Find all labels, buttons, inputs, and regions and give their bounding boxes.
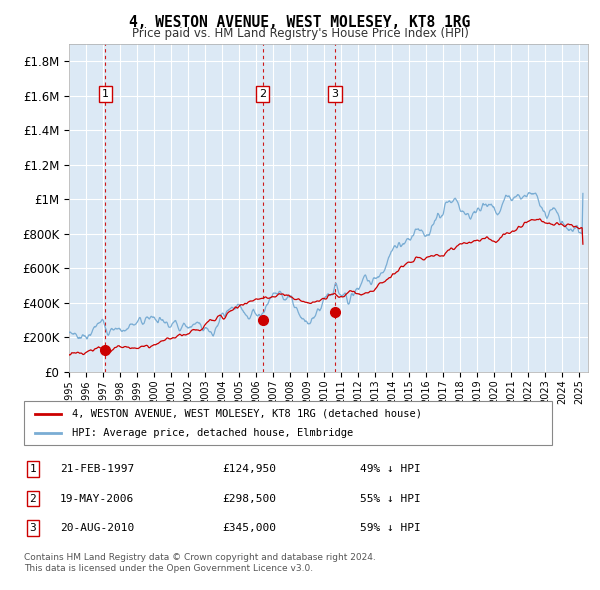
Text: 3: 3 [29,523,37,533]
Text: This data is licensed under the Open Government Licence v3.0.: This data is licensed under the Open Gov… [24,565,313,573]
Text: £124,950: £124,950 [222,464,276,474]
Text: £345,000: £345,000 [222,523,276,533]
Text: Price paid vs. HM Land Registry's House Price Index (HPI): Price paid vs. HM Land Registry's House … [131,27,469,40]
Text: HPI: Average price, detached house, Elmbridge: HPI: Average price, detached house, Elmb… [71,428,353,438]
Text: 2: 2 [29,494,37,503]
Text: 21-FEB-1997: 21-FEB-1997 [60,464,134,474]
Text: 55% ↓ HPI: 55% ↓ HPI [360,494,421,503]
Text: 4, WESTON AVENUE, WEST MOLESEY, KT8 1RG: 4, WESTON AVENUE, WEST MOLESEY, KT8 1RG [130,15,470,30]
Text: 20-AUG-2010: 20-AUG-2010 [60,523,134,533]
Text: 3: 3 [331,89,338,99]
FancyBboxPatch shape [24,401,552,445]
Text: Contains HM Land Registry data © Crown copyright and database right 2024.: Contains HM Land Registry data © Crown c… [24,553,376,562]
Text: £298,500: £298,500 [222,494,276,503]
Text: 19-MAY-2006: 19-MAY-2006 [60,494,134,503]
Text: 2: 2 [259,89,266,99]
Text: 49% ↓ HPI: 49% ↓ HPI [360,464,421,474]
Text: 1: 1 [29,464,37,474]
Text: 4, WESTON AVENUE, WEST MOLESEY, KT8 1RG (detached house): 4, WESTON AVENUE, WEST MOLESEY, KT8 1RG … [71,409,422,418]
Text: 1: 1 [102,89,109,99]
Text: 59% ↓ HPI: 59% ↓ HPI [360,523,421,533]
